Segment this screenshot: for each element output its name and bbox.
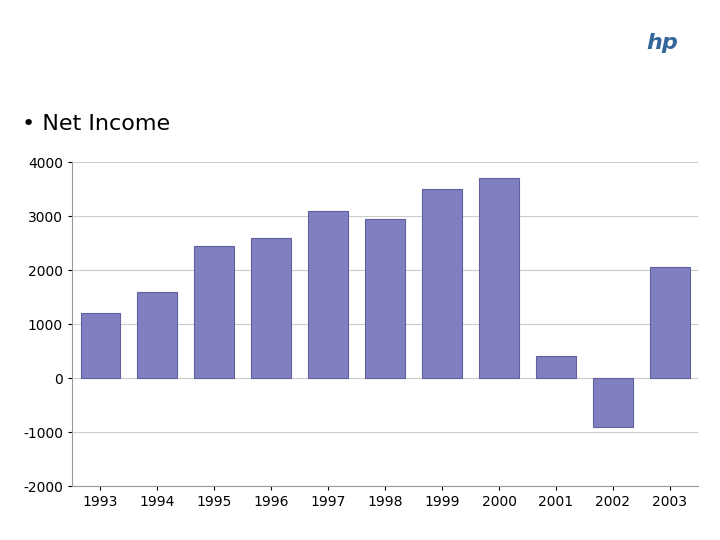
Bar [650, 267, 690, 378]
Bar [138, 292, 177, 378]
Bar [251, 238, 291, 378]
Bar [194, 246, 234, 378]
Text: i n v e n t: i n v e n t [646, 75, 679, 80]
Text: Financial Statement Analysis: Financial Statement Analysis [18, 32, 518, 61]
Bar [365, 219, 405, 378]
Circle shape [626, 13, 698, 77]
Text: hp: hp [647, 32, 678, 52]
Bar [81, 313, 120, 378]
Bar [422, 189, 462, 378]
Bar [308, 211, 348, 378]
Bar [536, 356, 576, 378]
Text: • Net Income: • Net Income [22, 114, 170, 134]
Bar [479, 178, 519, 378]
Bar [593, 378, 633, 427]
